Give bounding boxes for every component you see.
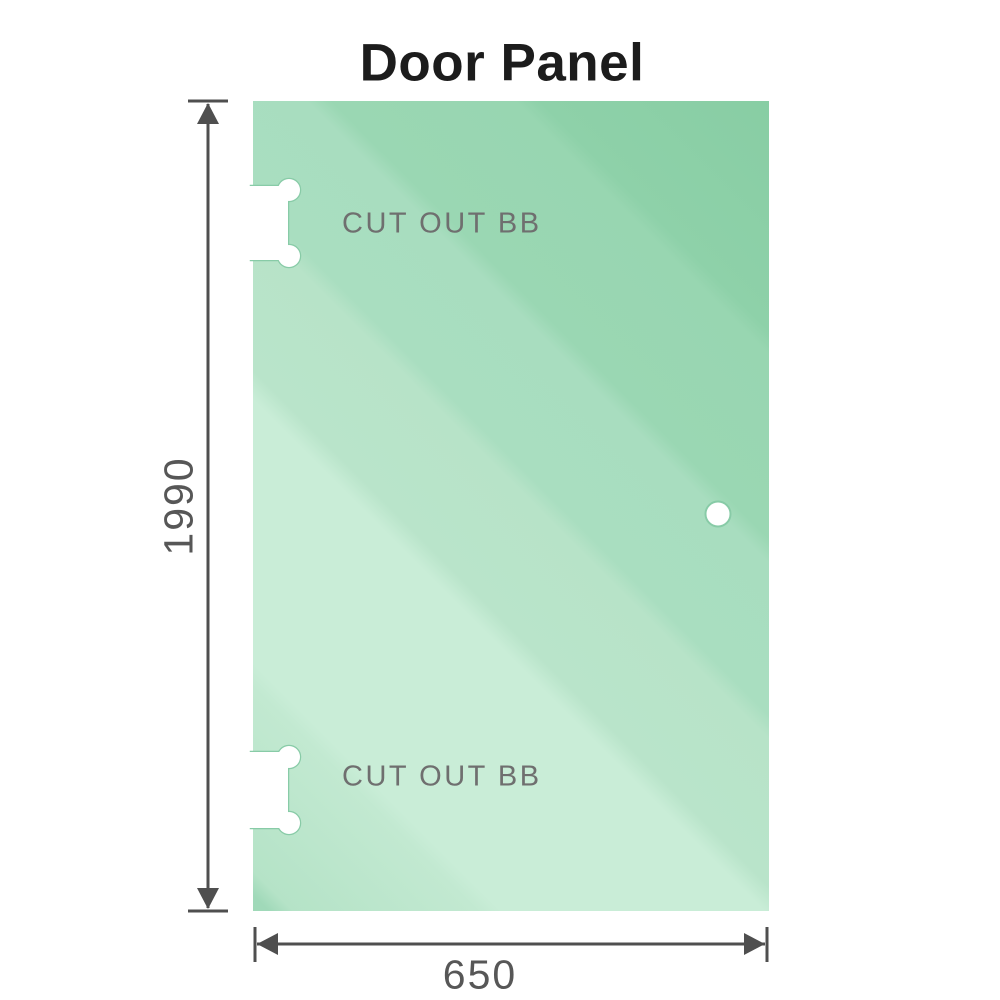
width-dimension (253, 927, 769, 962)
hinge-cutout-bottom (248, 744, 302, 836)
width-dimension-label: 650 (442, 951, 518, 998)
arrow-down-icon (197, 888, 219, 909)
page-title: Door Panel (359, 33, 645, 93)
hinge-cutout-top (248, 177, 302, 269)
arrow-right-icon (744, 933, 765, 955)
handle-hole (704, 500, 732, 528)
cutout-label-top: CUT OUT BB (342, 207, 542, 240)
cutout-label-bottom: CUT OUT BB (342, 760, 542, 793)
arrow-up-icon (197, 103, 219, 124)
height-dimension-label: 1990 (155, 456, 202, 556)
glass-panel (253, 101, 769, 911)
arrow-left-icon (257, 933, 278, 955)
height-dimension (188, 99, 228, 913)
